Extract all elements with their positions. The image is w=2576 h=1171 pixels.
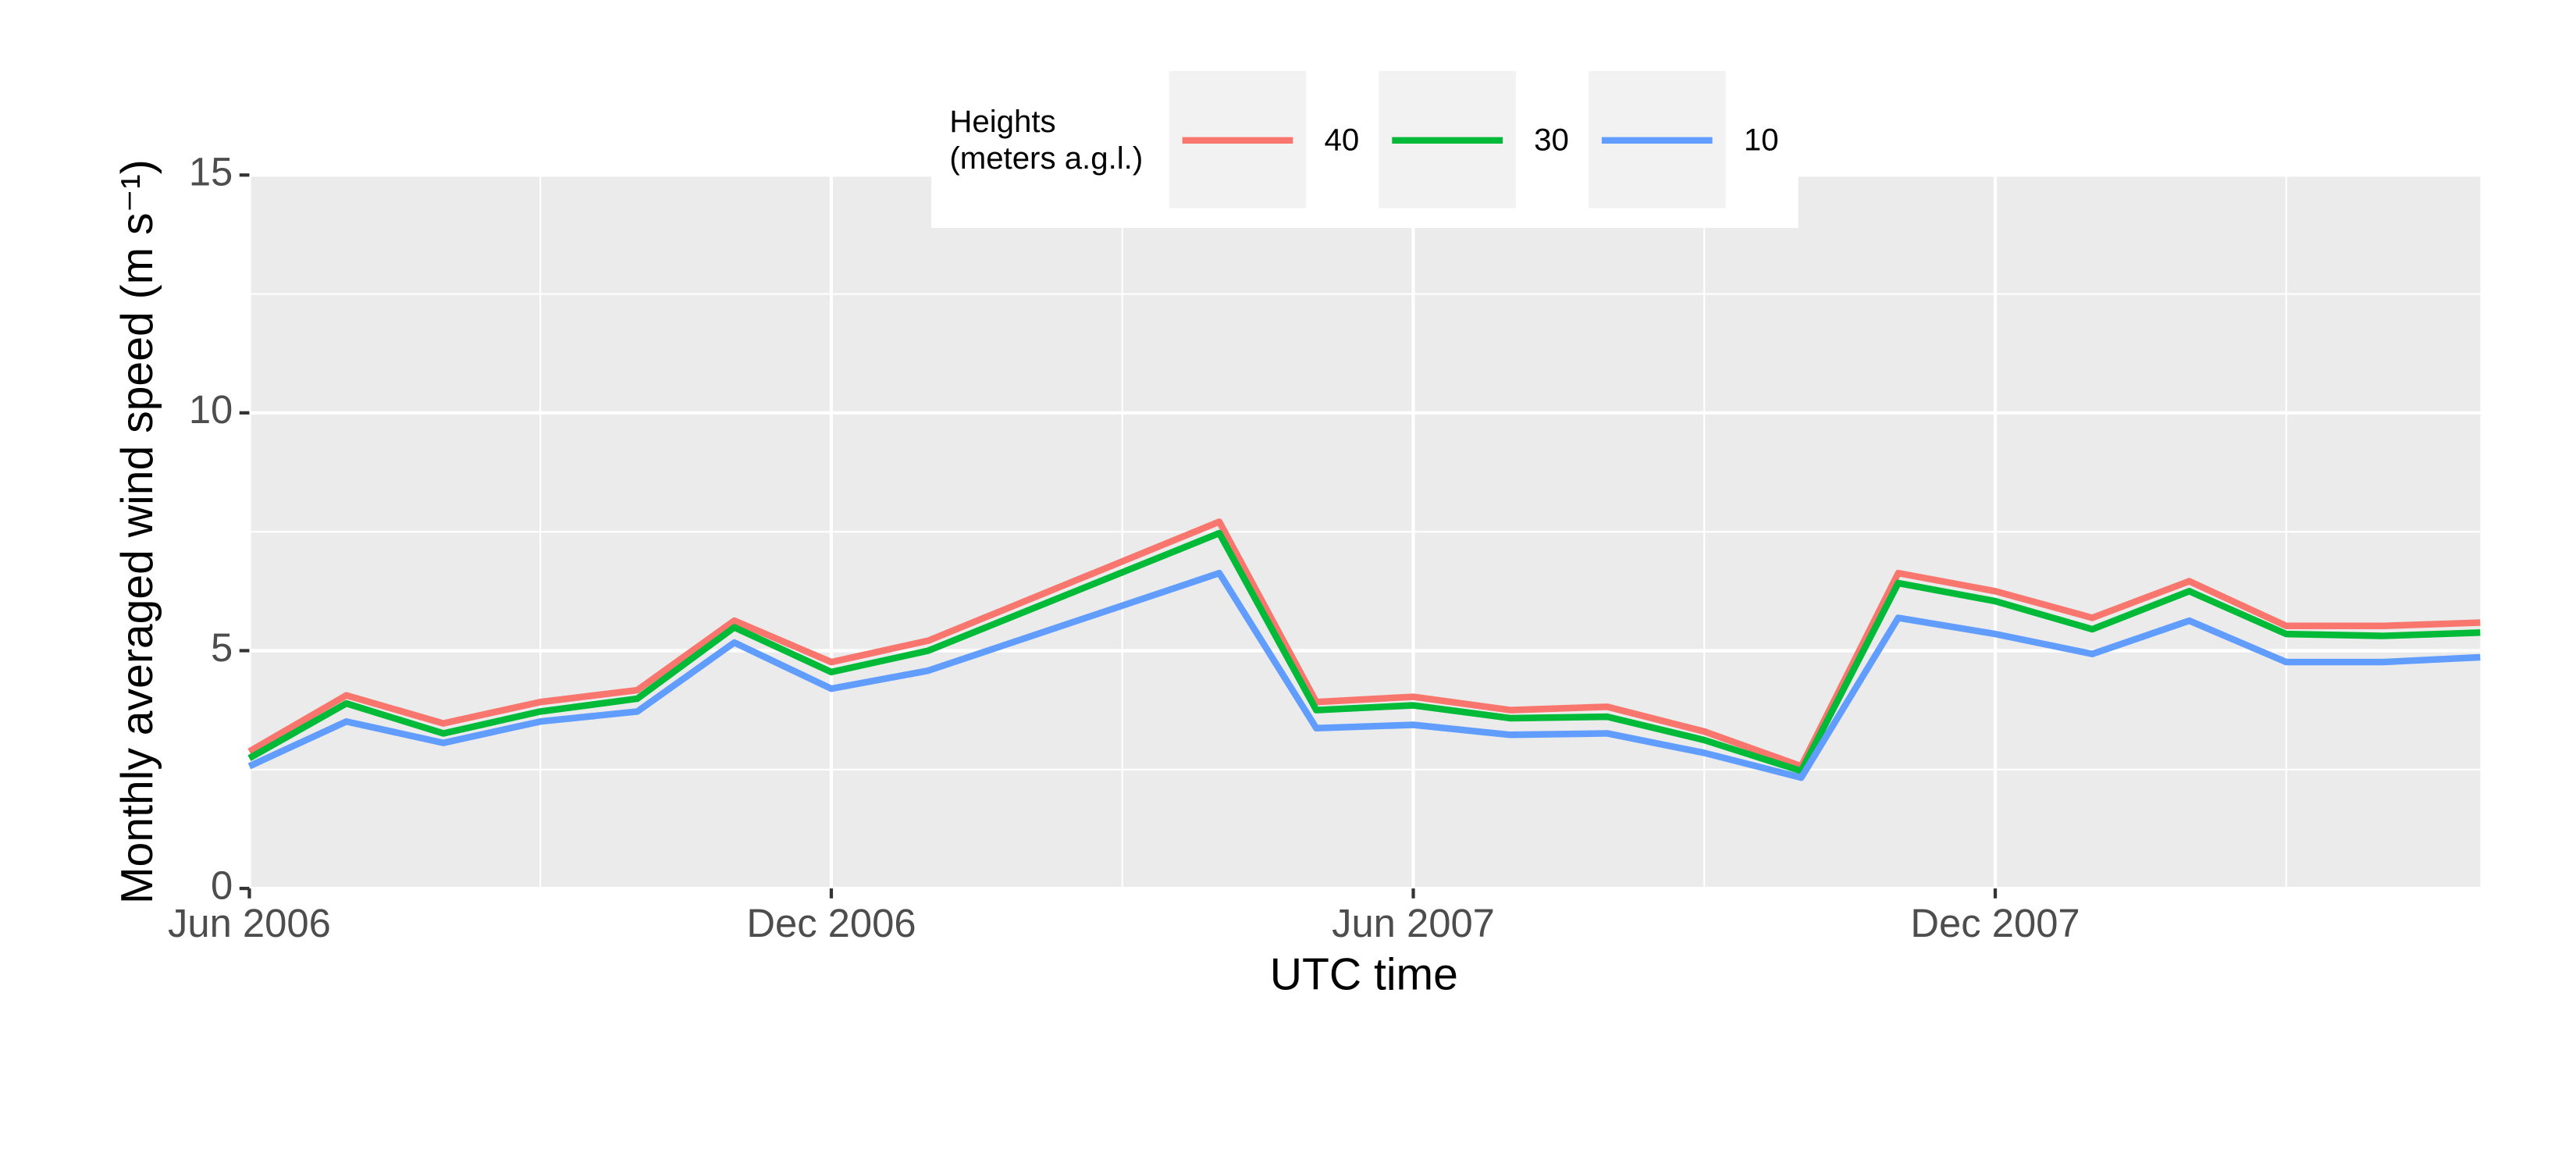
axes: 0 5 10 15 Jun 2006 Dec 2006 Jun 2007 Dec 2007 xyxy=(168,150,2080,945)
x-tick-label: Dec 2006 xyxy=(746,901,916,945)
series-line xyxy=(247,529,2481,774)
series-line xyxy=(247,518,2481,770)
legend: 40 30 10 xyxy=(1169,70,1779,208)
y-tick-label: 5 xyxy=(211,625,233,670)
legend-label: 40 xyxy=(1325,123,1360,158)
legend-label: 10 xyxy=(1744,123,1779,158)
y-tick-label: 0 xyxy=(211,863,233,907)
x-tick-label: Jun 2007 xyxy=(1332,901,1495,945)
x-tick-label: Dec 2007 xyxy=(1910,901,2080,945)
legend-label: 30 xyxy=(1534,123,1569,158)
y-axis-title: Monthly averaged wind speed (m s⁻¹) xyxy=(112,159,162,904)
x-axis-title: UTC time xyxy=(1270,949,1458,999)
legend-title: (meters a.g.l.) xyxy=(949,141,1143,176)
y-tick-label: 15 xyxy=(189,150,233,194)
lines xyxy=(247,518,2481,781)
y-tick-label: 10 xyxy=(189,387,233,432)
x-tick-label: Jun 2006 xyxy=(168,901,331,945)
legend-title: Heights xyxy=(949,104,1055,139)
series-line xyxy=(247,569,2481,781)
